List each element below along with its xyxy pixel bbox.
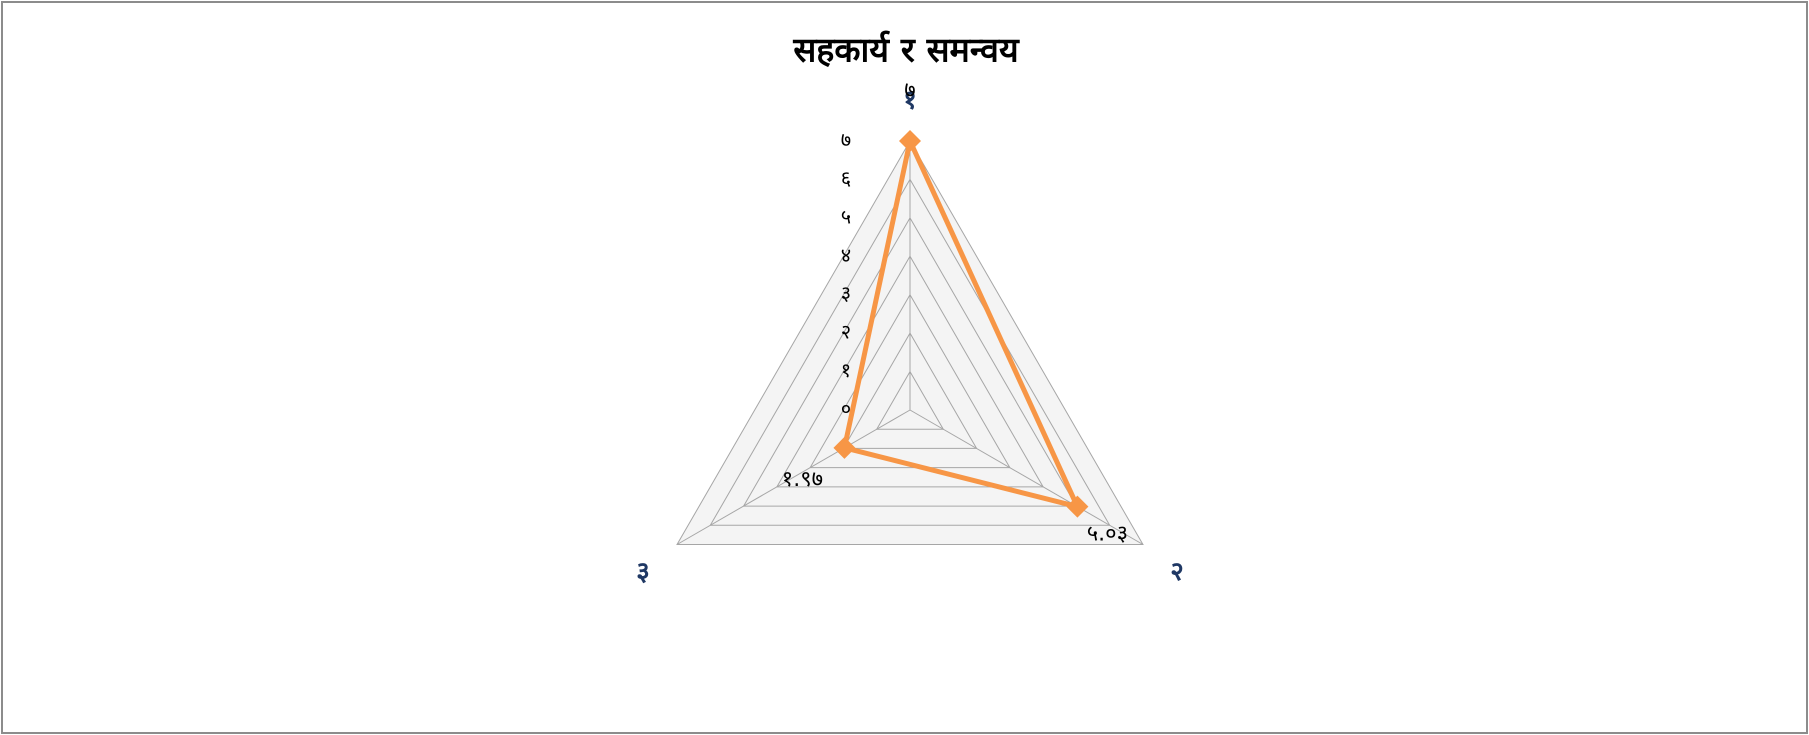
tick-label: ३ <box>841 281 851 305</box>
grid-line <box>842 332 978 449</box>
axis-spoke <box>676 409 911 545</box>
grid-line <box>676 139 1144 545</box>
tick-label: ५ <box>841 204 851 228</box>
grid-line <box>742 216 1078 507</box>
axis-spoke <box>909 409 1144 545</box>
tick-label: ६ <box>841 166 851 190</box>
tick-label: ७ <box>841 128 851 152</box>
series-line <box>841 138 1080 510</box>
category-label: १ <box>903 86 917 116</box>
grid-line <box>709 178 1111 526</box>
tick-label: ४ <box>841 243 851 267</box>
data-marker <box>833 436 856 459</box>
chart-title: सहकार्य र समन्वय <box>792 30 1020 71</box>
data-label: १.९७ <box>782 467 823 492</box>
data-label: ७ <box>904 78 915 103</box>
data-label: ५.०३ <box>1087 522 1128 547</box>
category-label: ३ <box>636 557 650 587</box>
grid-line <box>776 255 1044 488</box>
data-marker <box>1066 495 1089 518</box>
tick-label: ० <box>841 397 851 421</box>
tick-label: २ <box>841 320 851 344</box>
grid-line <box>875 370 945 430</box>
category-label: २ <box>1170 557 1184 587</box>
data-marker <box>899 130 921 152</box>
tick-label: १ <box>841 358 851 382</box>
